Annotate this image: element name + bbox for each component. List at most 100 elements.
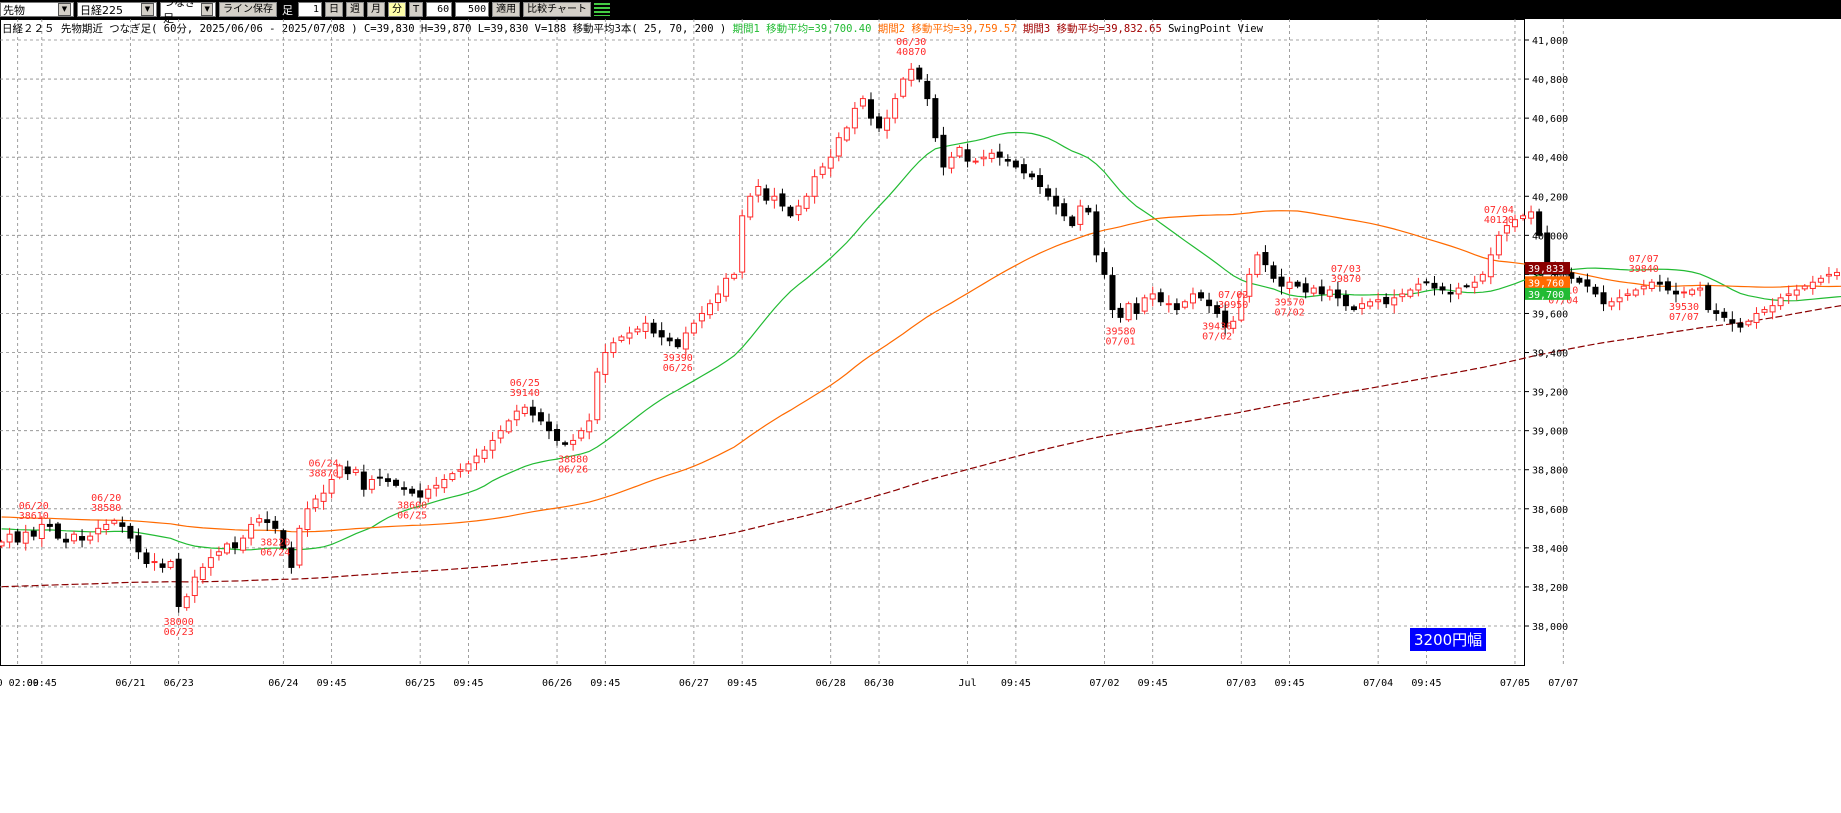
candle-body [1407, 289, 1414, 297]
candle-body [103, 523, 110, 531]
x-tick-label: 07/07 [1548, 678, 1578, 689]
ma70-line [1, 210, 1841, 533]
candle-body [1069, 216, 1076, 227]
swing-date: 07/02 [1218, 290, 1248, 301]
candle-body [570, 439, 577, 445]
candle-body [1697, 287, 1704, 291]
chain-select[interactable]: つなぎ足 ▼ [160, 0, 216, 25]
swing-price: 40870 [896, 47, 926, 58]
apply-button[interactable]: 適用 [492, 2, 521, 17]
candle-body [1584, 279, 1591, 287]
candle-body [1423, 281, 1430, 284]
x-tick-label: 09:45 [1411, 678, 1441, 689]
candle-body [1520, 215, 1527, 220]
swing-price: 39570 [1275, 298, 1305, 309]
candle-body [1528, 211, 1535, 219]
candle-body [1117, 307, 1124, 318]
candle-body [473, 455, 480, 464]
candle-body [876, 116, 883, 129]
candle-body [1729, 319, 1736, 324]
month-button[interactable]: 月 [367, 2, 385, 17]
week-button[interactable]: 週 [346, 2, 364, 17]
candle-body [497, 430, 504, 439]
candle-body [1367, 301, 1374, 307]
candle-body [1101, 252, 1108, 275]
candle-body [1254, 254, 1261, 275]
candle-body [1471, 281, 1478, 288]
swing-price: 40120 [1484, 215, 1514, 226]
candle-body [352, 469, 359, 473]
swing-date: 06/24 [260, 548, 290, 559]
compare-chart-button[interactable]: 比較チャート [523, 2, 592, 17]
chart-settings-icon[interactable] [594, 3, 611, 16]
candle-body [393, 479, 400, 486]
ma25-line [1, 131, 1841, 551]
candle-body [731, 273, 738, 279]
candle-body [1262, 252, 1269, 266]
swing-price: 39950 [1218, 300, 1248, 311]
chevron-down-icon: ▼ [201, 3, 213, 16]
swing-price: 39530 [1669, 302, 1699, 313]
x-tick-label: 06/30 [864, 678, 894, 689]
candle-body [537, 412, 544, 422]
candle-body [521, 406, 528, 414]
period-count-input[interactable]: 1 [298, 2, 322, 17]
candle-body [1125, 303, 1132, 321]
candle-body [771, 195, 778, 201]
tick-button[interactable]: T [409, 2, 424, 17]
save-line-button[interactable]: ライン保存 [219, 2, 277, 17]
day-button[interactable]: 日 [325, 2, 343, 17]
x-tick-label: 09:45 [453, 678, 483, 689]
chevron-down-icon: ▼ [141, 3, 154, 16]
ma70-tag-label: 39,760 [1528, 278, 1564, 289]
candle-body [14, 531, 21, 543]
candle-body [465, 463, 472, 472]
candle-body [1350, 306, 1357, 311]
candle-body [739, 215, 746, 273]
ashi-label: 足 [282, 3, 293, 17]
candle-body [610, 342, 617, 354]
minutes-input[interactable]: 60 [426, 2, 453, 17]
candle-body [1310, 287, 1317, 294]
candle-body [1608, 301, 1615, 307]
candle-body [264, 519, 271, 523]
swing-price: 39870 [1331, 274, 1361, 285]
candle-body [441, 479, 448, 489]
candle-body [248, 523, 255, 539]
y-tick-label: 38,200 [1532, 583, 1568, 594]
candle-body [360, 471, 367, 490]
candle-body [240, 537, 247, 551]
candle-body [1487, 254, 1494, 278]
candlestick-chart[interactable]: 06/203861006/20385803800006/233822006/24… [0, 19, 1841, 813]
candle-body [433, 484, 440, 489]
ma2-readout: 期間2 移動平均=39,759.57 [877, 23, 1023, 35]
x-tick-label: 0 02:00 [0, 678, 39, 689]
candle-body [1640, 285, 1647, 290]
candle-body [900, 78, 907, 97]
candle-body [1399, 293, 1406, 298]
candle-body [1777, 297, 1784, 307]
candle-body [867, 99, 874, 119]
candle-body [1334, 289, 1341, 299]
candle-body [1431, 282, 1438, 289]
candle-body [1198, 292, 1205, 299]
candle-body [1342, 294, 1349, 307]
bars-input[interactable]: 500 [455, 2, 490, 17]
candle-body [1375, 299, 1382, 303]
candle-body [175, 558, 182, 607]
candle-body [111, 520, 118, 524]
candle-body [924, 80, 931, 100]
candle-body [304, 508, 311, 531]
candle-body [1294, 281, 1301, 287]
candle-body [529, 406, 536, 416]
symbol-select[interactable]: 日経225 ▼ [77, 2, 157, 17]
chain-select-value: つなぎ足 [163, 0, 196, 25]
kind-select[interactable]: 先物 ▼ [0, 2, 74, 17]
minute-button[interactable]: 分 [388, 2, 406, 17]
swing-date: 06/23 [164, 627, 194, 638]
candle-body [1045, 188, 1052, 197]
candle-body [1077, 205, 1084, 225]
